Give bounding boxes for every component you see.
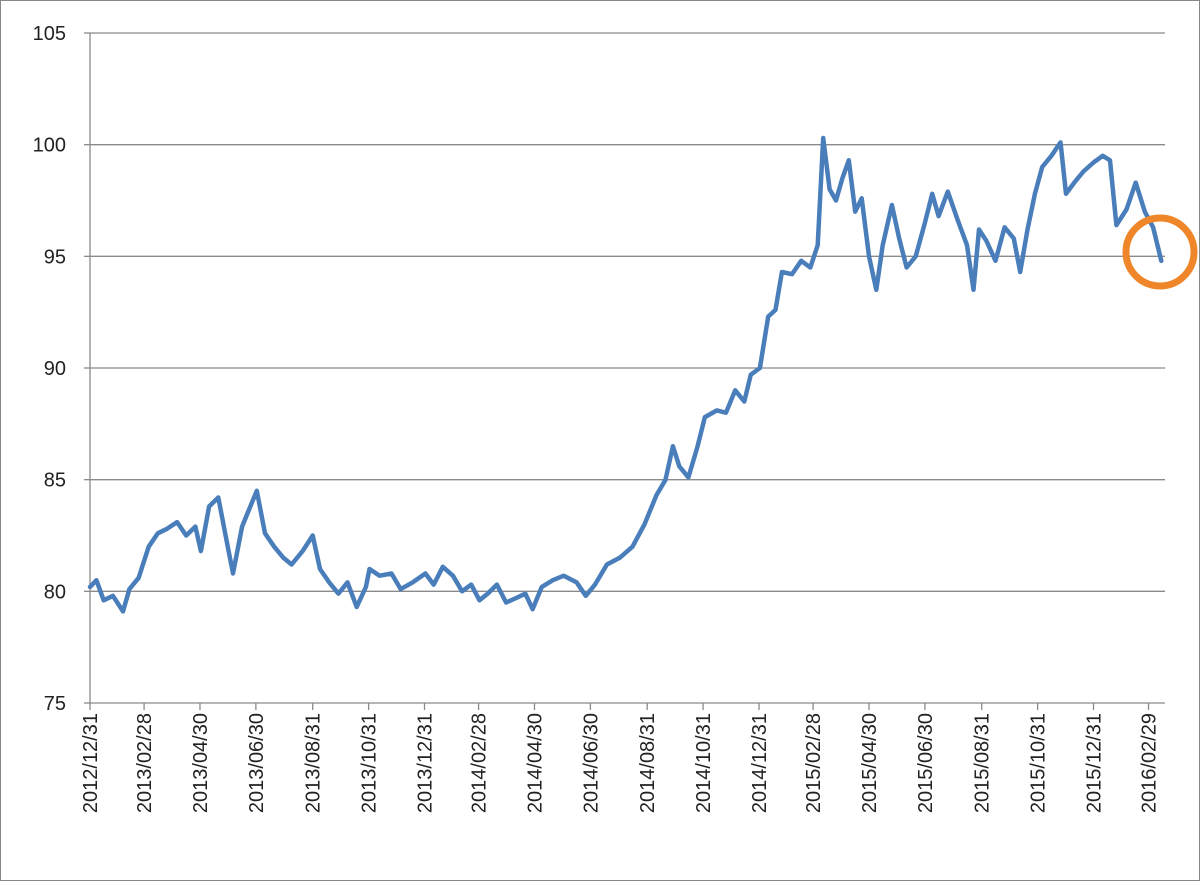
x-tick-label: 2013/12/31 (415, 713, 437, 813)
y-tick-label: 95 (44, 246, 66, 268)
x-tick-label: 2013/10/31 (359, 713, 381, 813)
y-tick-label: 90 (44, 358, 66, 380)
x-tick-label: 2016/02/29 (1139, 713, 1161, 813)
x-tick-label: 2015/10/31 (1028, 713, 1050, 813)
x-tick-label: 2015/06/30 (915, 713, 937, 813)
grid: 75 80 85 90 95 100 105 2012/12/31 2013/02/28 2013… (33, 23, 1165, 813)
y-tick-label: 85 (44, 470, 66, 492)
x-tick-label: 2015/02/28 (803, 713, 825, 813)
plot-area (87, 135, 1164, 614)
x-tick-label: 2014/12/31 (749, 713, 771, 813)
y-tick-label: 105 (33, 23, 66, 45)
y-tick-label: 75 (44, 693, 66, 715)
x-tick-label: 2014/02/28 (469, 713, 491, 813)
x-tick-label: 2012/12/31 (80, 713, 102, 813)
highlight-circle (1122, 214, 1198, 290)
x-tick-label: 2015/12/31 (1084, 713, 1106, 813)
x-tick-label: 2013/04/30 (190, 713, 212, 813)
x-tick-label: 2013/08/31 (303, 713, 325, 813)
y-tick-label: 80 (44, 581, 66, 603)
x-tick-label: 2014/10/31 (693, 713, 715, 813)
x-tick-label: 2013/02/28 (134, 713, 156, 813)
x-tick-label: 2013/06/30 (246, 713, 268, 813)
x-tick-label: 2015/04/30 (859, 713, 881, 813)
x-tick-label: 2014/04/30 (524, 713, 546, 813)
x-tick-label: 2014/08/31 (637, 713, 659, 813)
x-tick-label: 2014/06/30 (580, 713, 602, 813)
x-tick-label: 2015/08/31 (972, 713, 994, 813)
data-line (87, 135, 1164, 614)
y-tick-label: 100 (33, 135, 66, 157)
